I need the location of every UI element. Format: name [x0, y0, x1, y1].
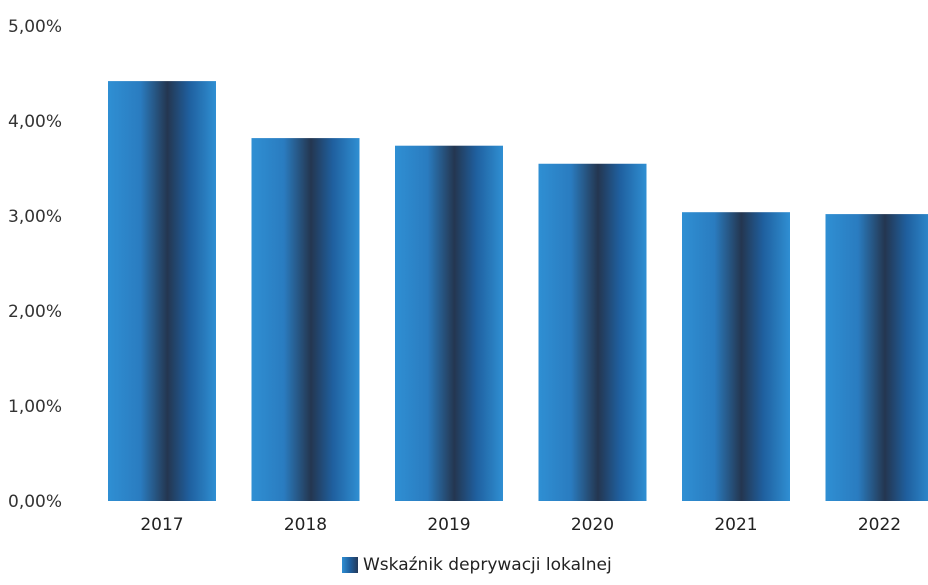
bar-2021 — [682, 212, 790, 501]
legend-label: Wskaźnik deprywacji lokalnej — [363, 555, 612, 575]
bar-2020 — [538, 163, 647, 501]
y-tick-label: 5,00% — [8, 17, 62, 37]
x-tick-label: 2021 — [714, 515, 757, 535]
bar-2018 — [251, 138, 360, 501]
x-tick-label: 2020 — [571, 515, 614, 535]
y-tick-label: 0,00% — [8, 492, 62, 512]
legend: Wskaźnik deprywacji lokalnej — [342, 555, 612, 575]
x-tick-label: 2018 — [284, 515, 327, 535]
y-tick-label: 3,00% — [8, 207, 62, 227]
legend-swatch — [342, 557, 358, 573]
y-axis: 0,00% 1,00% 2,00% 3,00% 4,00% 5,00% — [8, 17, 62, 512]
x-tick-label: 2019 — [427, 515, 470, 535]
y-tick-label: 4,00% — [8, 112, 62, 132]
bar-2017 — [108, 81, 216, 501]
x-tick-label: 2022 — [858, 515, 901, 535]
bar-2019 — [395, 145, 503, 501]
y-tick-label: 1,00% — [8, 397, 62, 417]
y-tick-label: 2,00% — [8, 302, 62, 322]
x-tick-label: 2017 — [140, 515, 183, 535]
bar-2022 — [825, 214, 928, 501]
bars — [108, 81, 928, 501]
x-axis: 2017 2018 2019 2020 2021 2022 — [140, 515, 901, 535]
